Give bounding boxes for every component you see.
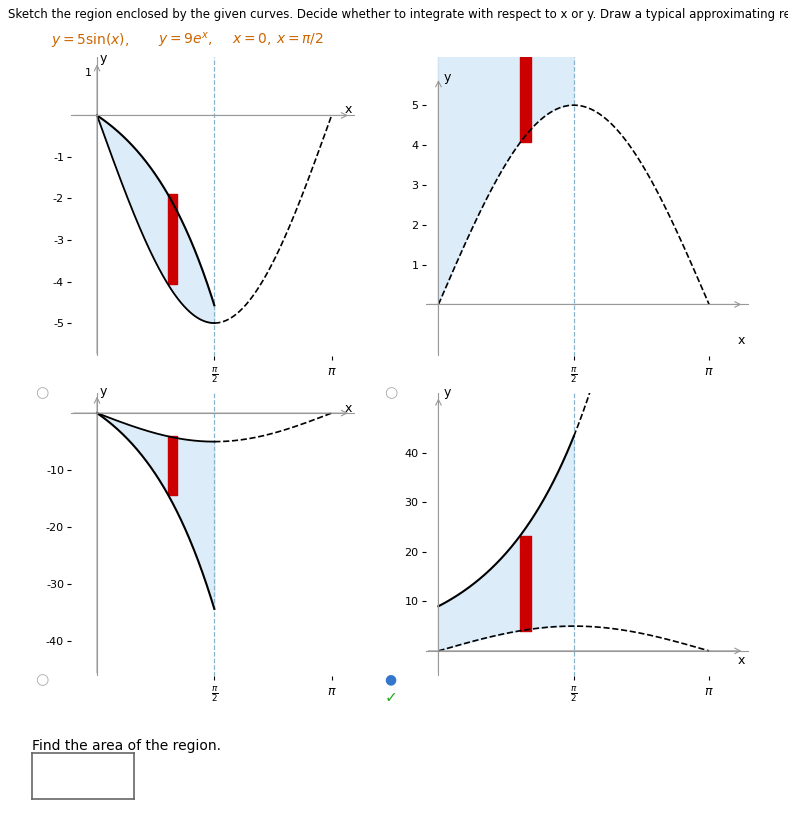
Text: Find the area of the region.: Find the area of the region. — [32, 739, 221, 753]
Text: Sketch the region enclosed by the given curves. Decide whether to integrate with: Sketch the region enclosed by the given … — [8, 8, 788, 21]
Text: ○: ○ — [385, 386, 398, 400]
Text: ✓: ✓ — [385, 690, 397, 705]
Text: $y = 5\sin(x),$: $y = 5\sin(x),$ — [51, 31, 129, 49]
Text: y: y — [444, 386, 451, 399]
Text: y: y — [99, 385, 106, 398]
Text: y: y — [444, 71, 451, 84]
Text: $y = 9e^x,$: $y = 9e^x,$ — [158, 31, 212, 50]
Text: 1: 1 — [85, 68, 92, 78]
Text: y: y — [99, 52, 106, 65]
Text: x: x — [738, 654, 745, 667]
Text: $x = 0,$: $x = 0,$ — [232, 31, 272, 48]
Text: x: x — [738, 334, 745, 347]
Text: ○: ○ — [35, 386, 48, 400]
Text: $x = \pi/2$: $x = \pi/2$ — [276, 31, 323, 46]
Text: ●: ● — [385, 672, 396, 687]
Text: x: x — [345, 102, 352, 115]
Text: ○: ○ — [35, 672, 48, 687]
Text: x: x — [345, 402, 352, 415]
